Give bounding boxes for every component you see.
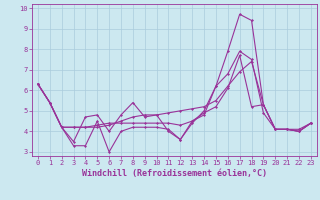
- X-axis label: Windchill (Refroidissement éolien,°C): Windchill (Refroidissement éolien,°C): [82, 169, 267, 178]
